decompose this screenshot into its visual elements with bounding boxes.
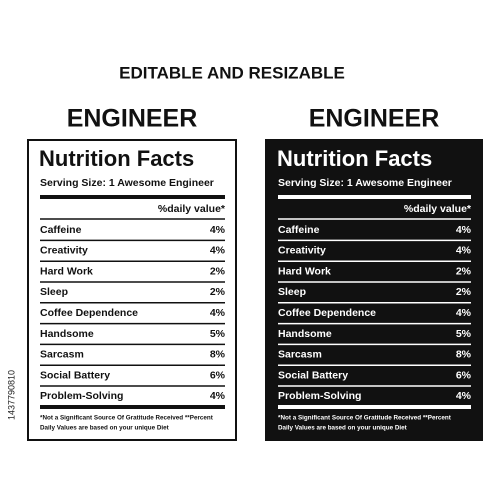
row-name: Handsome bbox=[40, 328, 94, 340]
footnote: *Not a Significant Source Of Gratitude R… bbox=[278, 415, 452, 422]
footnote: Daily Values are based on your unique Di… bbox=[278, 425, 408, 432]
label-box bbox=[265, 139, 483, 441]
side-id: 1437790810 bbox=[6, 370, 16, 420]
row-percent: 4% bbox=[456, 224, 472, 236]
row-percent: 4% bbox=[210, 224, 226, 236]
daily-value-heading: %daily value* bbox=[404, 203, 472, 215]
row-percent: 6% bbox=[456, 369, 472, 381]
row-name: Coffee Dependence bbox=[278, 307, 376, 319]
row-percent: 4% bbox=[210, 390, 226, 402]
row-name: Hard Work bbox=[278, 265, 331, 277]
row-name: Problem-Solving bbox=[278, 390, 361, 402]
footnote: Daily Values are based on your unique Di… bbox=[40, 425, 170, 432]
serving-size: Serving Size: 1 Awesome Engineer bbox=[40, 177, 214, 189]
row-percent: 4% bbox=[456, 245, 472, 257]
footnote: *Not a Significant Source Of Gratitude R… bbox=[40, 415, 214, 422]
row-name: Handsome bbox=[278, 328, 332, 340]
row-percent: 2% bbox=[210, 286, 226, 298]
row-name: Caffeine bbox=[278, 224, 320, 236]
row-percent: 8% bbox=[456, 349, 472, 361]
row-name: Creativity bbox=[278, 245, 326, 257]
row-percent: 5% bbox=[210, 328, 226, 340]
row-percent: 2% bbox=[456, 286, 472, 298]
row-name: Sleep bbox=[278, 286, 306, 298]
serving-size: Serving Size: 1 Awesome Engineer bbox=[278, 177, 452, 189]
row-percent: 4% bbox=[456, 307, 472, 319]
label-title: Nutrition Facts bbox=[39, 146, 194, 171]
daily-value-heading: %daily value* bbox=[158, 203, 226, 215]
row-percent: 4% bbox=[456, 390, 472, 402]
row-name: Sarcasm bbox=[40, 349, 84, 361]
row-name: Coffee Dependence bbox=[40, 307, 138, 319]
row-name: Hard Work bbox=[40, 265, 93, 277]
label-box bbox=[27, 139, 237, 441]
row-percent: 4% bbox=[210, 245, 226, 257]
row-name: Sarcasm bbox=[278, 349, 322, 361]
row-percent: 4% bbox=[210, 307, 226, 319]
row-percent: 6% bbox=[210, 369, 226, 381]
row-percent: 5% bbox=[456, 328, 472, 340]
row-name: Creativity bbox=[40, 245, 88, 257]
row-percent: 2% bbox=[210, 265, 226, 277]
row-name: Social Battery bbox=[278, 369, 348, 381]
row-name: Caffeine bbox=[40, 224, 82, 236]
label-heading: ENGINEER bbox=[309, 105, 440, 133]
row-percent: 2% bbox=[456, 265, 472, 277]
row-name: Social Battery bbox=[40, 369, 110, 381]
row-name: Sleep bbox=[40, 286, 68, 298]
row-percent: 8% bbox=[210, 349, 226, 361]
row-name: Problem-Solving bbox=[40, 390, 123, 402]
label-title: Nutrition Facts bbox=[277, 146, 432, 171]
header-title: EDITABLE AND RESIZABLE bbox=[119, 63, 345, 82]
label-heading: ENGINEER bbox=[67, 105, 198, 133]
